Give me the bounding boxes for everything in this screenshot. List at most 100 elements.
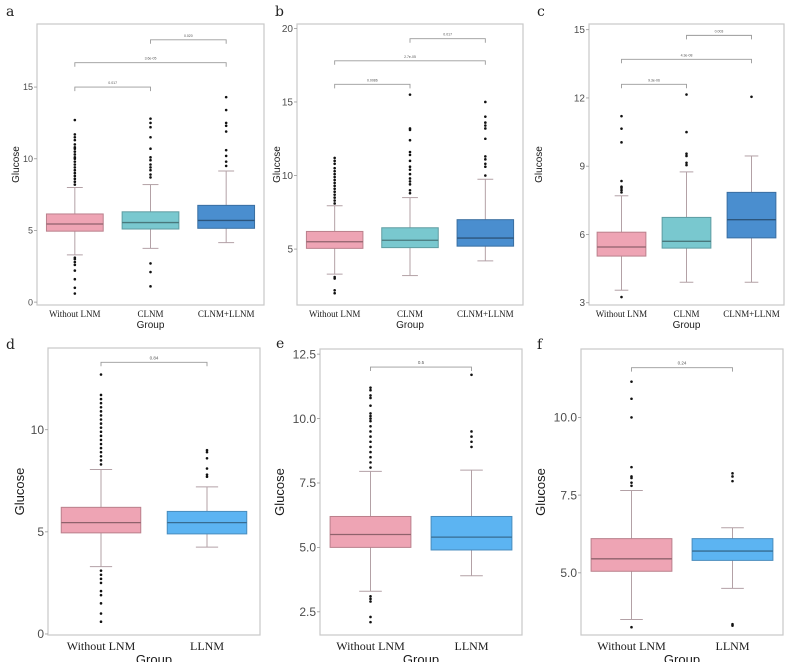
y-tick-label: 5 xyxy=(37,525,44,539)
outlier-point xyxy=(685,154,688,158)
outlier-point xyxy=(484,127,487,130)
outlier-point xyxy=(73,160,77,163)
outlier-point xyxy=(99,577,103,581)
outlier-point xyxy=(333,169,336,173)
outlier-point xyxy=(99,438,103,442)
box-clnm xyxy=(381,93,439,277)
outlier-point xyxy=(620,186,623,190)
plot-frame xyxy=(580,348,784,636)
box-iqr xyxy=(197,204,256,229)
outlier-point xyxy=(333,196,336,199)
outlier-point xyxy=(99,446,103,450)
outlier-point xyxy=(205,467,209,470)
significance-bracket xyxy=(150,39,227,44)
outlier-point xyxy=(470,435,473,438)
outlier-point xyxy=(731,472,734,475)
outlier-point xyxy=(408,188,412,192)
outlier-point xyxy=(620,188,623,192)
outlier-point xyxy=(205,457,209,460)
p-value-label: 3.6e-05 xyxy=(145,57,157,61)
outlier-point xyxy=(620,179,623,183)
outlier-point xyxy=(369,414,372,418)
outlier-point xyxy=(333,181,336,185)
y-tick-label: 10.0 xyxy=(293,412,317,426)
outlier-point xyxy=(99,393,103,397)
outlier-point xyxy=(408,168,412,171)
significance-bracket xyxy=(100,361,208,367)
outlier-point xyxy=(224,154,228,158)
x-tick-label: CLNM xyxy=(673,309,699,319)
outlier-point xyxy=(99,410,103,413)
box-clnm-llnm xyxy=(456,100,515,262)
box-without-lnm xyxy=(590,380,673,629)
y-axis-title: Glucose xyxy=(534,146,545,183)
x-axis-title: Group xyxy=(673,320,701,331)
outlier-point xyxy=(73,133,77,136)
x-tick-label: CLNM xyxy=(137,309,163,319)
outlier-point xyxy=(408,180,412,183)
outlier-point xyxy=(369,435,372,438)
outlier-point xyxy=(99,422,103,425)
outlier-point xyxy=(470,440,473,444)
outlier-point xyxy=(149,135,152,139)
x-axis-title: Group xyxy=(664,652,700,662)
outlier-point xyxy=(369,394,372,397)
plot-frame xyxy=(47,347,261,636)
y-tick-label: 10.0 xyxy=(554,411,578,425)
outlier-point xyxy=(408,191,412,195)
panel-letter: f xyxy=(537,337,544,353)
x-tick-label: CLNM+LLNM xyxy=(198,309,255,319)
outlier-point xyxy=(224,121,228,125)
outlier-point xyxy=(369,450,372,454)
outlier-point xyxy=(408,172,412,176)
p-value-label: 0.017 xyxy=(443,33,452,37)
y-tick-label: 9 xyxy=(579,162,585,173)
box-without-lnm xyxy=(329,386,412,624)
outlier-point xyxy=(99,569,103,572)
p-value-label: 0.0086 xyxy=(367,78,378,82)
outlier-point xyxy=(369,386,372,389)
outlier-point xyxy=(149,117,152,120)
x-tick-label: Without LNM xyxy=(597,639,666,653)
outlier-point xyxy=(369,417,372,420)
outlier-point xyxy=(369,424,372,428)
outlier-point xyxy=(620,141,623,144)
y-tick-label: 5 xyxy=(28,226,33,236)
outlier-point xyxy=(99,620,103,624)
outlier-point xyxy=(369,597,372,601)
outlier-point xyxy=(620,191,623,194)
outlier-point xyxy=(333,190,336,194)
outlier-point xyxy=(484,115,487,118)
panel-f: f 5.0 7.5 10.0 Glucose Without LNM LLNM Group 0.… xyxy=(533,337,784,662)
outlier-point xyxy=(333,172,336,176)
outlier-point xyxy=(99,581,103,585)
outlier-point xyxy=(333,277,336,280)
outlier-point xyxy=(73,135,77,139)
outlier-point xyxy=(333,291,336,295)
outlier-point xyxy=(99,450,103,454)
outlier-point xyxy=(408,138,412,142)
outlier-point xyxy=(333,162,336,166)
p-value-label: 0.24 xyxy=(678,361,687,366)
y-tick-label: 15 xyxy=(574,25,586,36)
box-without-lnm xyxy=(305,156,364,295)
outlier-point xyxy=(731,475,734,478)
outlier-point xyxy=(630,484,633,488)
outlier-point xyxy=(369,419,372,423)
box-without-lnm xyxy=(596,114,647,299)
outlier-point xyxy=(369,430,372,433)
y-tick-label: 12.5 xyxy=(293,347,317,361)
p-value-label: 0.003 xyxy=(715,29,724,33)
x-tick-label: Without LNM xyxy=(309,309,360,319)
box-iqr xyxy=(329,515,412,548)
outlier-point xyxy=(99,418,103,421)
outlier-point xyxy=(73,150,77,153)
outlier-point xyxy=(484,162,487,166)
y-tick-label: 7.5 xyxy=(299,476,316,490)
p-value-label: 0.017 xyxy=(108,81,117,85)
outlier-point xyxy=(73,143,77,146)
outlier-point xyxy=(630,416,633,419)
box-iqr xyxy=(60,506,142,534)
outlier-point xyxy=(224,160,228,163)
outlier-point xyxy=(731,479,734,483)
